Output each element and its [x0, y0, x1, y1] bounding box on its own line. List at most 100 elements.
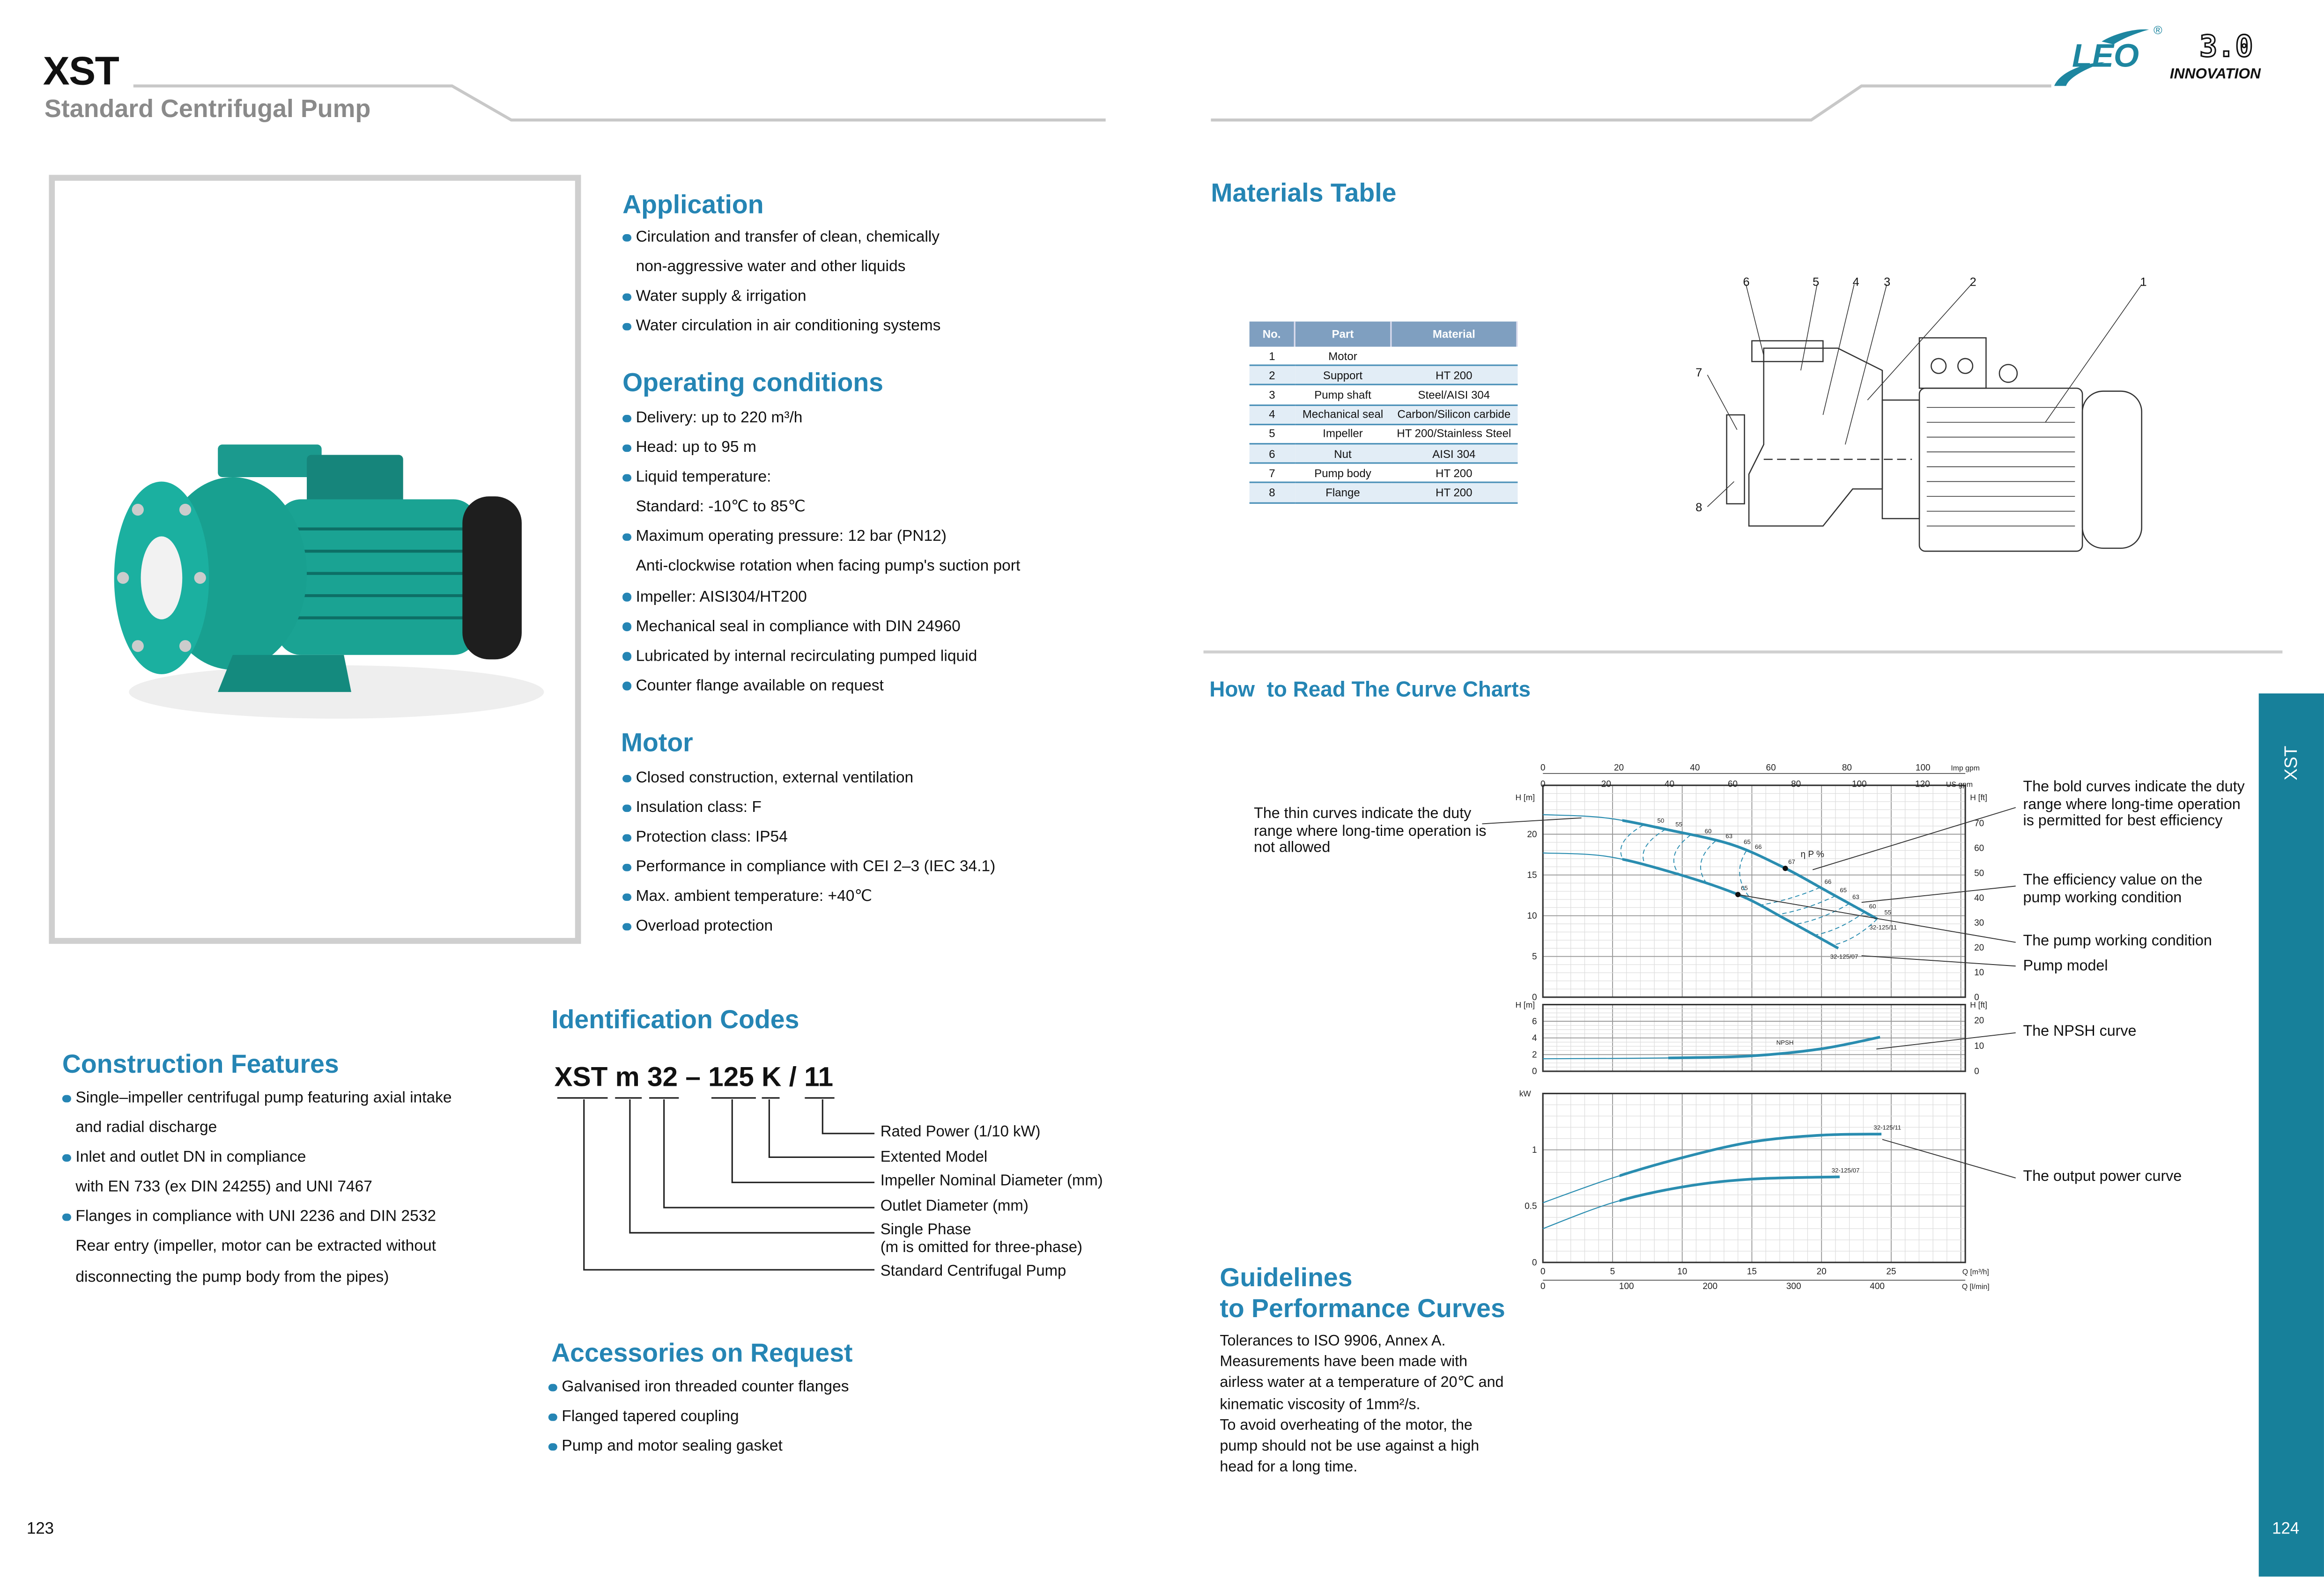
drawing-callout: 3: [1884, 275, 1891, 289]
working-point-marker: [1783, 865, 1788, 871]
list-item: Water supply & irrigation: [622, 286, 940, 316]
x2-tick-label: 0: [1540, 1282, 1546, 1291]
materials-row: 6 Nut AISI 304: [1249, 443, 1517, 464]
identification-leaders: [557, 1097, 875, 1271]
y-tick-label: 0: [1532, 993, 1537, 1002]
list-item: non-aggressive water and other liquids: [636, 258, 906, 276]
y-tick-label-right: 50: [1974, 869, 1984, 878]
x-tick-label: 0: [1540, 1267, 1546, 1276]
pump-photo: [114, 444, 544, 719]
guidelines-heading-line1: Guidelines: [1220, 1262, 1353, 1292]
annotation-npsh: The NPSH curve: [2023, 1024, 2137, 1040]
us-gpm-tick-label: 20: [1601, 779, 1611, 789]
list-item: Water circulation in air conditioning sy…: [622, 316, 940, 346]
list-item: and radial discharge: [75, 1119, 217, 1137]
annotation-working-condition: The pump working condition: [2023, 933, 2212, 950]
list-item: Insulation class: F: [622, 797, 995, 827]
y-axis-label-right: H [ft]: [1970, 1000, 1987, 1010]
cell-material: HT 200: [1391, 463, 1517, 484]
materials-row: 1 Motor: [1249, 346, 1517, 367]
materials-header-row: No. Part Material: [1249, 321, 1518, 347]
logo-version: 3.0: [2199, 28, 2254, 64]
efficiency-symbol: η P %: [1801, 849, 1824, 859]
y-axis-label-right: H [ft]: [1970, 793, 1987, 802]
motor-heading: Motor: [621, 727, 693, 758]
y-tick-label: 0: [1532, 1258, 1537, 1267]
accessories-heading: Accessories on Request: [551, 1338, 853, 1368]
y-tick-label-right: 0: [1974, 1067, 1979, 1076]
guideline-line: To avoid overheating of the motor, the: [1220, 1417, 1473, 1434]
col-no: No.: [1249, 321, 1295, 347]
cell-no: 3: [1249, 385, 1295, 405]
id-label-three-phase-note: (m is omitted for three-phase): [880, 1240, 1082, 1257]
id-label-rated-power: Rated Power (1/10 kW): [880, 1124, 1041, 1141]
cell-no: 7: [1249, 463, 1295, 484]
drawing-callout: 6: [1743, 275, 1750, 289]
section-tab: XST 124: [2258, 693, 2324, 1577]
leo-swoosh-icon: [2054, 29, 2149, 86]
list-item: Rear entry (impeller, motor can be extra…: [75, 1238, 436, 1256]
list-item: Mechanical seal in compliance with DIN 2…: [622, 616, 1020, 646]
list-item: Liquid temperature:: [622, 467, 1020, 497]
list-item: Closed construction, external ventilatio…: [622, 767, 995, 797]
cell-material: Steel/AISI 304: [1391, 385, 1517, 405]
y-axis-label: H [m]: [1515, 793, 1535, 802]
x2-tick-label: 400: [1870, 1282, 1885, 1291]
list-item: Maximum operating pressure: 12 bar (PN12…: [622, 527, 1020, 557]
identification-code: XST m 32 – 125 K / 11: [554, 1061, 834, 1092]
imp-gpm-tick-label: 20: [1614, 763, 1624, 773]
list-item: Single–impeller centrifugal pump featuri…: [62, 1088, 452, 1118]
x-tick-label: 15: [1747, 1267, 1757, 1276]
materials-table: No. Part Material 1 Motor 2 Support HT 200 3 P…: [1249, 321, 1518, 503]
col-part: Part: [1295, 321, 1392, 347]
iso-efficiency-curve: [1795, 903, 1850, 925]
y-tick-label: 5: [1532, 952, 1537, 962]
series-line-bold: [1619, 1133, 1882, 1178]
series-line-bold: [1622, 819, 1878, 921]
imp-gpm-tick-label: 40: [1690, 763, 1700, 773]
page-number-left: 123: [26, 1520, 54, 1538]
y-tick-label-right: 70: [1974, 819, 1984, 829]
y-tick-label-right: 40: [1974, 893, 1984, 903]
materials-row: 3 Pump shaft Steel/AISI 304: [1249, 385, 1517, 405]
efficiency-label: 67: [1788, 858, 1795, 865]
cell-part: Flange: [1295, 483, 1391, 503]
cell-part: Mechanical seal: [1295, 405, 1391, 425]
y-tick-label-right: 10: [1974, 1041, 1984, 1051]
cell-material: HT 200/Stainless Steel: [1391, 424, 1517, 445]
y-tick-label-right: 60: [1974, 844, 1984, 854]
cell-no: 8: [1249, 483, 1295, 503]
drawing-callout: 8: [1695, 501, 1702, 515]
guideline-line: airless water at a temperature of 20℃ an…: [1220, 1375, 1504, 1392]
imp-gpm-label: Imp gpm: [1951, 765, 1980, 773]
series-line-bold: [1619, 1175, 1840, 1202]
x2-tick-label: 200: [1702, 1282, 1717, 1291]
efficiency-label: 60: [1705, 827, 1712, 834]
us-gpm-tick-label: 60: [1728, 779, 1738, 789]
y-tick-label: 15: [1527, 870, 1537, 880]
cell-no: 1: [1249, 346, 1295, 367]
y-axis-label: H [m]: [1515, 1000, 1535, 1010]
list-item: Standard: -10℃ to 85℃: [636, 498, 806, 516]
x-axis-label: Q [m³/h]: [1962, 1268, 1989, 1276]
efficiency-label: 65: [1744, 839, 1751, 846]
list-item: Impeller: AISI304/HT200: [622, 586, 1020, 616]
efficiency-label: 66: [1824, 878, 1831, 885]
annotation-pump-model: Pump model: [2023, 958, 2108, 975]
series-label: 32-125/11: [1873, 1124, 1901, 1131]
iso-efficiency-curve: [1673, 834, 1691, 876]
x-tick-label: 25: [1886, 1267, 1896, 1276]
guidelines-text: Tolerances to ISO 9906, Annex A. Measurem…: [1220, 1332, 1503, 1480]
construction-list: Single–impeller centrifugal pump featuri…: [62, 1088, 452, 1296]
model-title: XST: [43, 49, 119, 94]
guideline-line: kinematic viscosity of 1mm²/s.: [1220, 1396, 1421, 1413]
y-tick-label-right: 30: [1974, 918, 1984, 928]
cell-part: Impeller: [1295, 424, 1391, 445]
efficiency-label: 63: [1852, 893, 1859, 900]
efficiency-label: 50: [1658, 817, 1665, 824]
cell-part: Support: [1295, 365, 1391, 386]
cell-material: Carbon/Silicon carbide: [1391, 405, 1517, 425]
cell-material: AISI 304: [1391, 443, 1517, 464]
logo-brand: LEO: [2072, 37, 2139, 74]
us-gpm-tick-label: 0: [1540, 779, 1546, 789]
